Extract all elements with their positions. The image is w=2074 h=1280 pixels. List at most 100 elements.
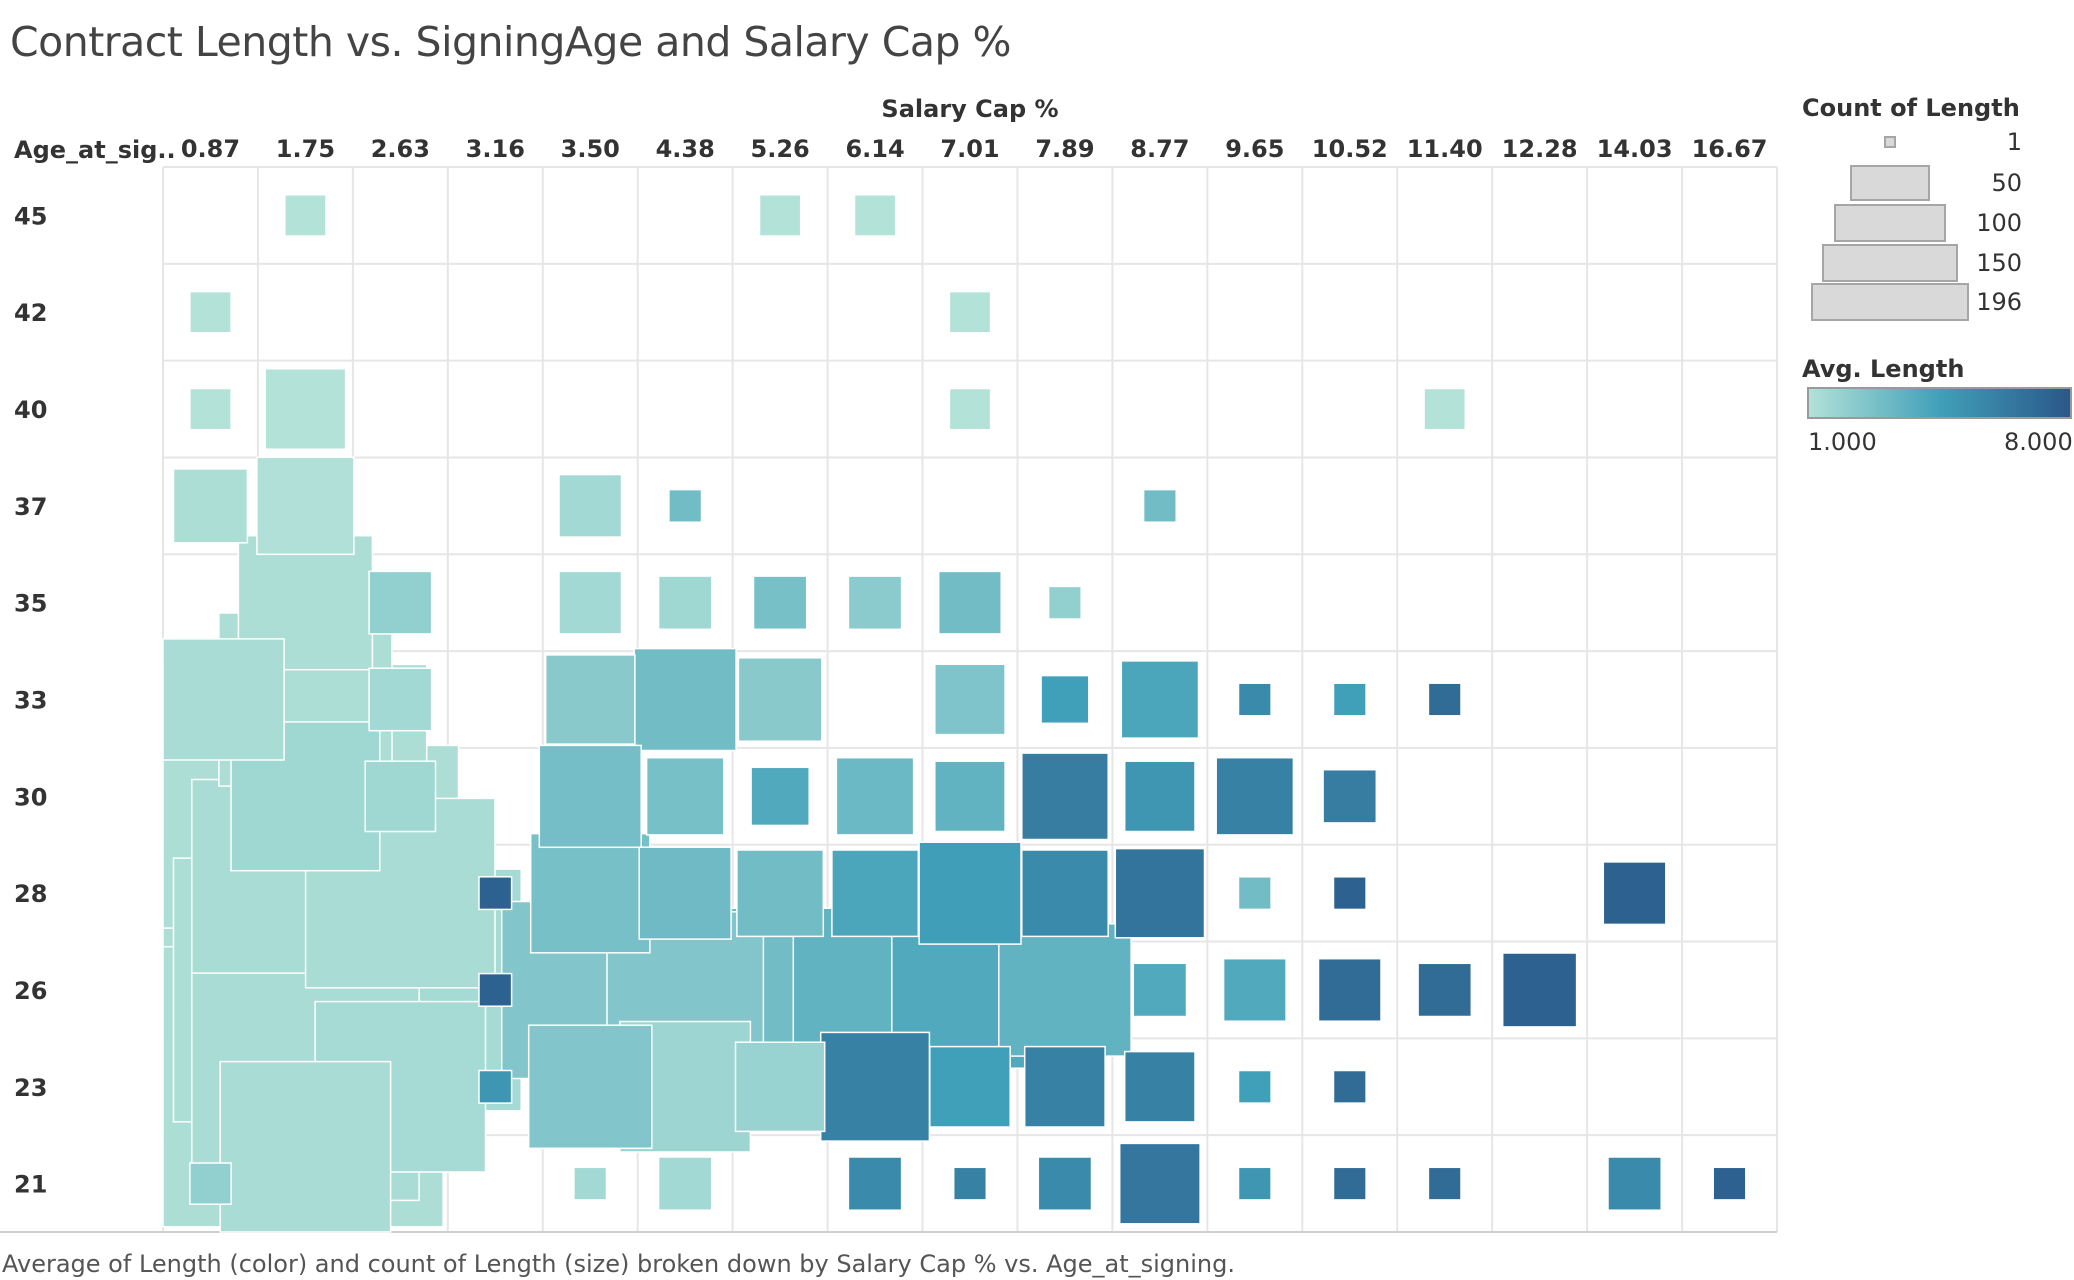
heatmap-mark[interactable] [189,387,232,431]
heatmap-mark[interactable] [162,638,285,761]
heatmap-mark[interactable] [284,194,327,237]
y-tick-label: 26 [14,977,47,1005]
heatmap-mark[interactable] [1118,1142,1201,1225]
heatmap-mark[interactable] [1021,752,1109,841]
size-legend-label: 100 [1976,209,2022,237]
y-tick-label: 23 [14,1074,47,1102]
heatmap-mark[interactable] [934,760,1006,833]
heatmap-mark[interactable] [1237,876,1272,911]
heatmap-mark[interactable] [558,473,623,538]
heatmap-mark[interactable] [937,570,1002,635]
heatmap-mark[interactable] [734,1041,826,1133]
y-axis-header[interactable]: Age_at_sig.. [14,136,176,164]
heatmap-mark[interactable] [1322,768,1378,824]
heatmap-mark[interactable] [573,1166,608,1201]
heatmap-mark[interactable] [847,575,903,631]
heatmap-mark[interactable] [1047,585,1082,620]
heatmap-mark[interactable] [758,194,802,237]
heatmap-mark[interactable] [364,760,437,833]
heatmap-mark[interactable] [368,667,433,732]
heatmap-mark[interactable] [1332,876,1367,911]
heatmap-mark[interactable] [750,766,810,827]
heatmap-mark[interactable] [478,1069,513,1104]
heatmap-mark[interactable] [948,387,992,431]
heatmap-mark[interactable] [1222,957,1287,1022]
heatmap-mark[interactable] [835,756,915,836]
heatmap-mark[interactable] [219,1060,392,1233]
heatmap-mark[interactable] [1132,962,1188,1018]
heatmap-mark[interactable] [172,468,249,544]
heatmap-mark[interactable] [1040,674,1090,725]
x-tick-label: 2.63 [371,135,430,163]
heatmap-mark[interactable] [1037,1156,1093,1211]
heatmap-mark[interactable] [1142,488,1177,523]
marks-layer [162,194,1747,1233]
heatmap-mark[interactable] [1123,1050,1196,1123]
heatmap-mark[interactable] [1023,1045,1106,1128]
heatmap-mark[interactable] [934,663,1006,736]
heatmap-mark[interactable] [478,876,513,911]
heatmap-mark[interactable] [1114,847,1206,939]
heatmap-mark[interactable] [538,744,642,849]
heatmap-mark[interactable] [1021,849,1109,938]
y-tick-label: 45 [14,202,47,230]
heatmap-mark[interactable] [1237,1166,1272,1201]
heatmap-mark[interactable] [1215,756,1295,836]
heatmap-mark[interactable] [1332,682,1367,717]
heatmap-mark[interactable] [633,647,737,752]
x-tick-label: 10.52 [1312,135,1388,163]
heatmap-mark[interactable] [1607,1156,1662,1211]
heatmap-mark[interactable] [998,923,1132,1057]
heatmap-mark[interactable] [638,846,732,940]
heatmap-mark[interactable] [1120,660,1200,739]
x-tick-label: 1.75 [276,135,335,163]
heatmap-mark[interactable] [657,1156,713,1211]
heatmap-mark[interactable] [527,1024,653,1150]
heatmap-mark[interactable] [1427,682,1462,717]
heatmap-mark[interactable] [1712,1166,1747,1201]
x-tick-label: 0.87 [181,135,240,163]
x-tick-label: 16.67 [1692,135,1768,163]
heatmap-mark[interactable] [668,488,703,523]
heatmap-mark[interactable] [264,368,347,450]
heatmap-mark[interactable] [1423,387,1467,431]
heatmap-mark[interactable] [558,570,623,635]
heatmap-mark[interactable] [831,849,920,938]
heatmap-mark[interactable] [256,456,355,556]
heatmap-mark[interactable] [1332,1069,1367,1104]
heatmap-mark[interactable] [657,575,713,631]
heatmap-mark[interactable] [1123,760,1196,833]
heatmap-mark[interactable] [1332,1166,1367,1201]
heatmap-mark[interactable] [819,1031,931,1142]
heatmap-mark[interactable] [1602,861,1667,926]
heatmap-mark[interactable] [929,1045,1011,1128]
heatmap-mark[interactable] [1501,952,1578,1028]
heatmap-mark[interactable] [1237,682,1272,717]
heatmap-mark[interactable] [189,290,232,334]
heatmap-mark[interactable] [1237,1069,1272,1104]
x-tick-label: 11.40 [1407,135,1483,163]
x-tick-label: 3.16 [466,135,525,163]
heatmap-mark[interactable] [847,1156,903,1211]
heatmap-mark[interactable] [645,756,725,836]
heatmap-mark[interactable] [952,1166,988,1201]
heatmap-mark[interactable] [752,575,808,631]
heatmap-mark[interactable] [1417,962,1473,1018]
heatmap-mark[interactable] [544,654,636,745]
heatmap-mark[interactable] [368,570,433,635]
size-legend-swatch [1850,165,1930,201]
heatmap-mark[interactable] [478,972,513,1007]
heatmap-mark[interactable] [1317,957,1382,1022]
heatmap-mark[interactable] [189,1162,232,1205]
heatmap-mark[interactable] [1427,1166,1462,1201]
heatmap-mark[interactable] [736,849,825,938]
heatmap-mark[interactable] [918,841,1022,945]
x-tick-label: 7.89 [1035,135,1094,163]
size-legend-title: Count of Length [1802,94,2020,122]
x-axis-title: Salary Cap % [881,95,1059,123]
heatmap-mark[interactable] [737,657,823,742]
heatmap-mark[interactable] [948,290,992,334]
heatmap-mark[interactable] [853,194,897,237]
heatmap-mark[interactable] [529,832,651,954]
